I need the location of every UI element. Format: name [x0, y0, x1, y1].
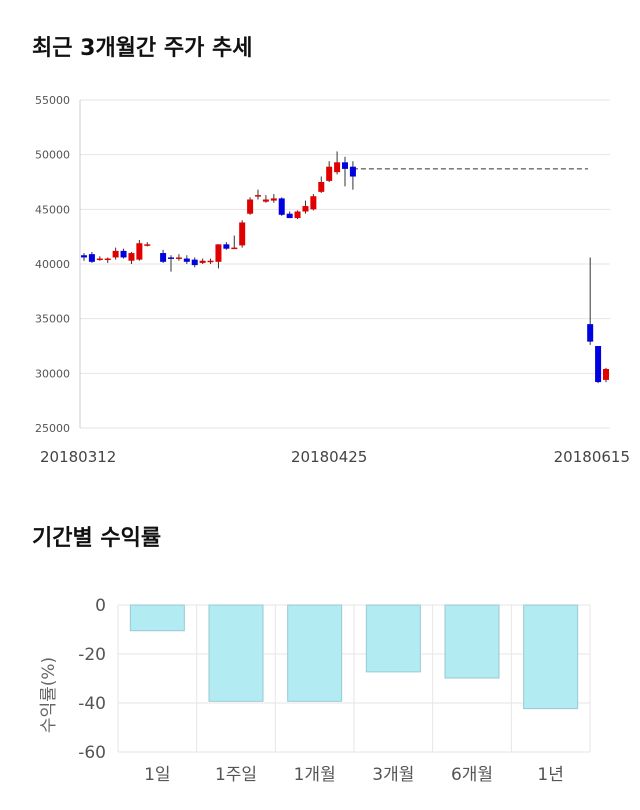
x-tick-label: 20180615: [554, 448, 630, 466]
x-tick-label: 20180425: [291, 448, 367, 466]
x-tick-label: 20180312: [40, 448, 116, 466]
y-tick-label: -60: [78, 743, 106, 763]
price-trend-title: 최근 3개월간 주가 추세: [32, 36, 253, 61]
candle-body: [168, 257, 174, 259]
candle-body: [349, 166, 356, 177]
candle-body: [136, 243, 143, 260]
candle-body: [595, 346, 602, 383]
x-tick-label: 6개월: [451, 765, 493, 785]
candle-body: [88, 254, 95, 262]
price-chart-gridlines: [79, 99, 610, 429]
candle-body: [199, 260, 206, 263]
returns-chart-bars: [129, 604, 579, 710]
candle-body: [294, 211, 301, 219]
candle-body: [231, 247, 238, 250]
y-tick-label: 35000: [35, 313, 70, 326]
candle-body: [191, 259, 198, 266]
x-tick-label: 1년: [537, 765, 563, 785]
x-tick-label: 1개월: [294, 765, 336, 785]
returns-chart-y-ticks: 0 -20 -40 -60: [78, 596, 106, 763]
y-tick-label: -20: [78, 645, 106, 665]
candle-body: [96, 258, 103, 261]
price-chart-x-ticks: 20180312 20180425 20180615: [40, 448, 630, 466]
candle-body: [104, 258, 111, 261]
candle-body: [144, 244, 151, 246]
return-bar: [523, 604, 579, 710]
period-returns-title: 기간별 수익률: [32, 526, 162, 551]
y-tick-label: -40: [78, 694, 106, 714]
candle-body: [302, 206, 309, 212]
candle-body: [310, 196, 317, 210]
x-tick-label: 1주일: [215, 765, 257, 785]
x-tick-label: 1일: [144, 765, 170, 785]
candle-body: [286, 213, 293, 219]
return-bar: [444, 604, 500, 679]
candle-body: [175, 257, 182, 259]
y-tick-label: 50000: [35, 149, 70, 162]
candle-body: [183, 258, 190, 262]
returns-chart-y-axis-label: 수익률(%): [39, 657, 59, 733]
price-chart-y-ticks: 25000 30000 35000 40000 45000 50000 55000: [35, 94, 70, 435]
candle-body: [112, 250, 119, 258]
candle-body: [587, 324, 594, 342]
price-chart-candles: [81, 151, 609, 384]
return-bar: [129, 604, 185, 632]
y-tick-label: 30000: [35, 367, 70, 380]
returns-chart-x-ticks: 1일 1주일 1개월 3개월 6개월 1년: [144, 765, 564, 785]
candle-body: [334, 162, 341, 173]
return-bar: [365, 604, 421, 673]
candle-body: [326, 166, 333, 181]
y-tick-label: 55000: [35, 94, 70, 107]
candle-body: [160, 253, 167, 262]
return-bar: [208, 604, 264, 702]
period-returns-chart: 0 -20 -40 -60 1일 1주일 1개월 3개월 6개월 1년 수익률(%): [39, 596, 591, 785]
candle-body: [128, 253, 135, 261]
candle-body: [318, 182, 325, 192]
candle-body: [239, 222, 246, 246]
candle-body: [215, 244, 222, 262]
candle-body: [262, 199, 269, 202]
candle-body: [223, 244, 230, 249]
price-trend-chart: 25000 30000 35000 40000 45000 50000 55000 2018…: [35, 94, 630, 466]
candle-body: [342, 162, 348, 169]
return-bar: [287, 604, 343, 702]
x-tick-label: 3개월: [372, 765, 414, 785]
candle-body: [278, 198, 285, 215]
candle-body: [207, 260, 214, 263]
candle-body: [603, 368, 609, 380]
candle-body: [270, 198, 277, 201]
y-tick-label: 45000: [35, 203, 70, 216]
y-tick-label: 25000: [35, 422, 70, 435]
y-tick-label: 40000: [35, 258, 70, 271]
y-tick-label: 0: [95, 596, 106, 616]
candle-body: [81, 255, 87, 258]
candle-body: [120, 250, 127, 258]
candle-body: [255, 195, 261, 197]
candle-body: [247, 199, 254, 214]
returns-chart-gridlines: [117, 604, 591, 753]
